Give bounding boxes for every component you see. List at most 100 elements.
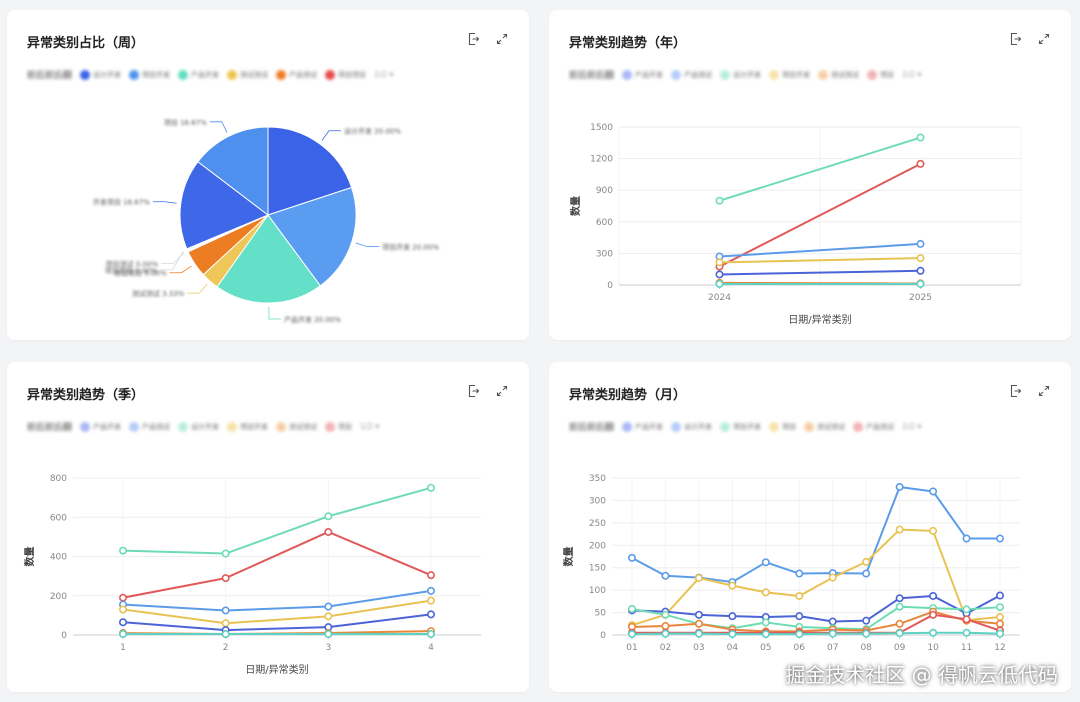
data-point[interactable]	[426, 483, 435, 492]
data-point[interactable]	[661, 571, 670, 580]
data-point[interactable]	[715, 270, 724, 279]
data-point[interactable]	[661, 629, 670, 638]
data-point[interactable]	[995, 591, 1004, 600]
data-point[interactable]	[119, 605, 128, 614]
data-point[interactable]	[426, 596, 435, 605]
legend-item[interactable]: 设计开发	[80, 69, 121, 80]
legend-item[interactable]: 产品开发	[80, 421, 121, 432]
data-point[interactable]	[828, 573, 837, 582]
legend-item[interactable]: 项目开发	[720, 421, 761, 432]
data-point[interactable]	[929, 591, 938, 600]
data-point[interactable]	[962, 628, 971, 637]
data-point[interactable]	[324, 612, 333, 621]
expand-icon[interactable]	[1037, 32, 1051, 46]
data-point[interactable]	[728, 612, 737, 621]
pie-slice[interactable]	[197, 126, 269, 217]
legend-item[interactable]: 项目	[867, 69, 894, 80]
data-point[interactable]	[426, 571, 435, 580]
data-point[interactable]	[761, 588, 770, 597]
legend-item[interactable]: 设计开发	[178, 421, 219, 432]
legend-item[interactable]: 设计开发	[671, 421, 712, 432]
data-point[interactable]	[862, 616, 871, 625]
expand-icon[interactable]	[495, 32, 509, 46]
data-point[interactable]	[661, 610, 670, 619]
legend-item[interactable]: 测试测试	[227, 69, 268, 80]
data-point[interactable]	[221, 630, 230, 639]
series-line[interactable]	[631, 605, 1001, 631]
data-point[interactable]	[895, 482, 904, 491]
data-point[interactable]	[426, 586, 435, 595]
data-point[interactable]	[916, 239, 925, 248]
data-point[interactable]	[962, 534, 971, 543]
data-point[interactable]	[916, 266, 925, 275]
data-point[interactable]	[995, 619, 1004, 628]
data-point[interactable]	[221, 549, 230, 558]
legend-item[interactable]: 项目开发	[129, 69, 170, 80]
data-point[interactable]	[715, 279, 724, 288]
data-point[interactable]	[694, 619, 703, 628]
legend-item[interactable]: 产品开发	[622, 421, 663, 432]
data-point[interactable]	[916, 159, 925, 168]
data-point[interactable]	[862, 569, 871, 578]
legend-pager[interactable]: 1/2 ▾	[374, 70, 394, 79]
export-icon[interactable]	[467, 384, 481, 398]
series-line[interactable]	[631, 485, 1000, 584]
pie-slice[interactable]	[267, 126, 353, 216]
legend-item[interactable]: 项目开发	[227, 421, 268, 432]
data-point[interactable]	[895, 629, 904, 638]
data-point[interactable]	[916, 254, 925, 263]
data-point[interactable]	[862, 557, 871, 566]
data-point[interactable]	[962, 605, 971, 614]
data-point[interactable]	[828, 617, 837, 626]
legend-item[interactable]: 产品测试	[129, 421, 170, 432]
data-point[interactable]	[119, 618, 128, 627]
data-point[interactable]	[916, 133, 925, 142]
legend-pager[interactable]: 1/2 ▾	[360, 422, 380, 431]
legend-item[interactable]: 设计开发	[720, 69, 761, 80]
data-point[interactable]	[795, 569, 804, 578]
pie-slice[interactable]	[216, 214, 321, 304]
legend-item[interactable]: 产品测试	[276, 69, 317, 80]
data-point[interactable]	[426, 630, 435, 639]
data-point[interactable]	[895, 602, 904, 611]
data-point[interactable]	[995, 613, 1004, 622]
data-point[interactable]	[995, 629, 1004, 638]
legend-item[interactable]: 测试测试	[276, 421, 317, 432]
data-point[interactable]	[694, 574, 703, 583]
data-point[interactable]	[426, 610, 435, 619]
data-point[interactable]	[119, 546, 128, 555]
data-point[interactable]	[895, 525, 904, 534]
data-point[interactable]	[828, 629, 837, 638]
series-line[interactable]	[122, 599, 432, 625]
series-line[interactable]	[719, 136, 921, 202]
expand-icon[interactable]	[1037, 384, 1051, 398]
data-point[interactable]	[995, 603, 1004, 612]
data-point[interactable]	[728, 630, 737, 639]
legend-item[interactable]: 项目开发	[769, 69, 810, 80]
data-point[interactable]	[862, 629, 871, 638]
data-point[interactable]	[694, 629, 703, 638]
legend-item[interactable]: 测试测试	[804, 421, 845, 432]
data-point[interactable]	[895, 619, 904, 628]
data-point[interactable]	[916, 279, 925, 288]
series-line[interactable]	[631, 631, 1001, 636]
data-point[interactable]	[728, 581, 737, 590]
data-point[interactable]	[795, 630, 804, 639]
series-line[interactable]	[719, 269, 921, 276]
series-line[interactable]	[719, 162, 921, 268]
data-point[interactable]	[324, 630, 333, 639]
legend-item[interactable]: 项目	[325, 421, 352, 432]
legend-pager[interactable]: 1/2 ▾	[902, 70, 922, 79]
legend-item[interactable]: 产品测试	[853, 421, 894, 432]
data-point[interactable]	[119, 593, 128, 602]
pie-slice[interactable]	[179, 161, 269, 250]
series-line[interactable]	[631, 594, 1001, 623]
data-point[interactable]	[929, 610, 938, 619]
series-line[interactable]	[631, 610, 1001, 633]
series-line[interactable]	[122, 613, 432, 632]
data-point[interactable]	[795, 591, 804, 600]
data-point[interactable]	[694, 610, 703, 619]
data-point[interactable]	[929, 487, 938, 496]
export-icon[interactable]	[1009, 32, 1023, 46]
data-point[interactable]	[221, 574, 230, 583]
